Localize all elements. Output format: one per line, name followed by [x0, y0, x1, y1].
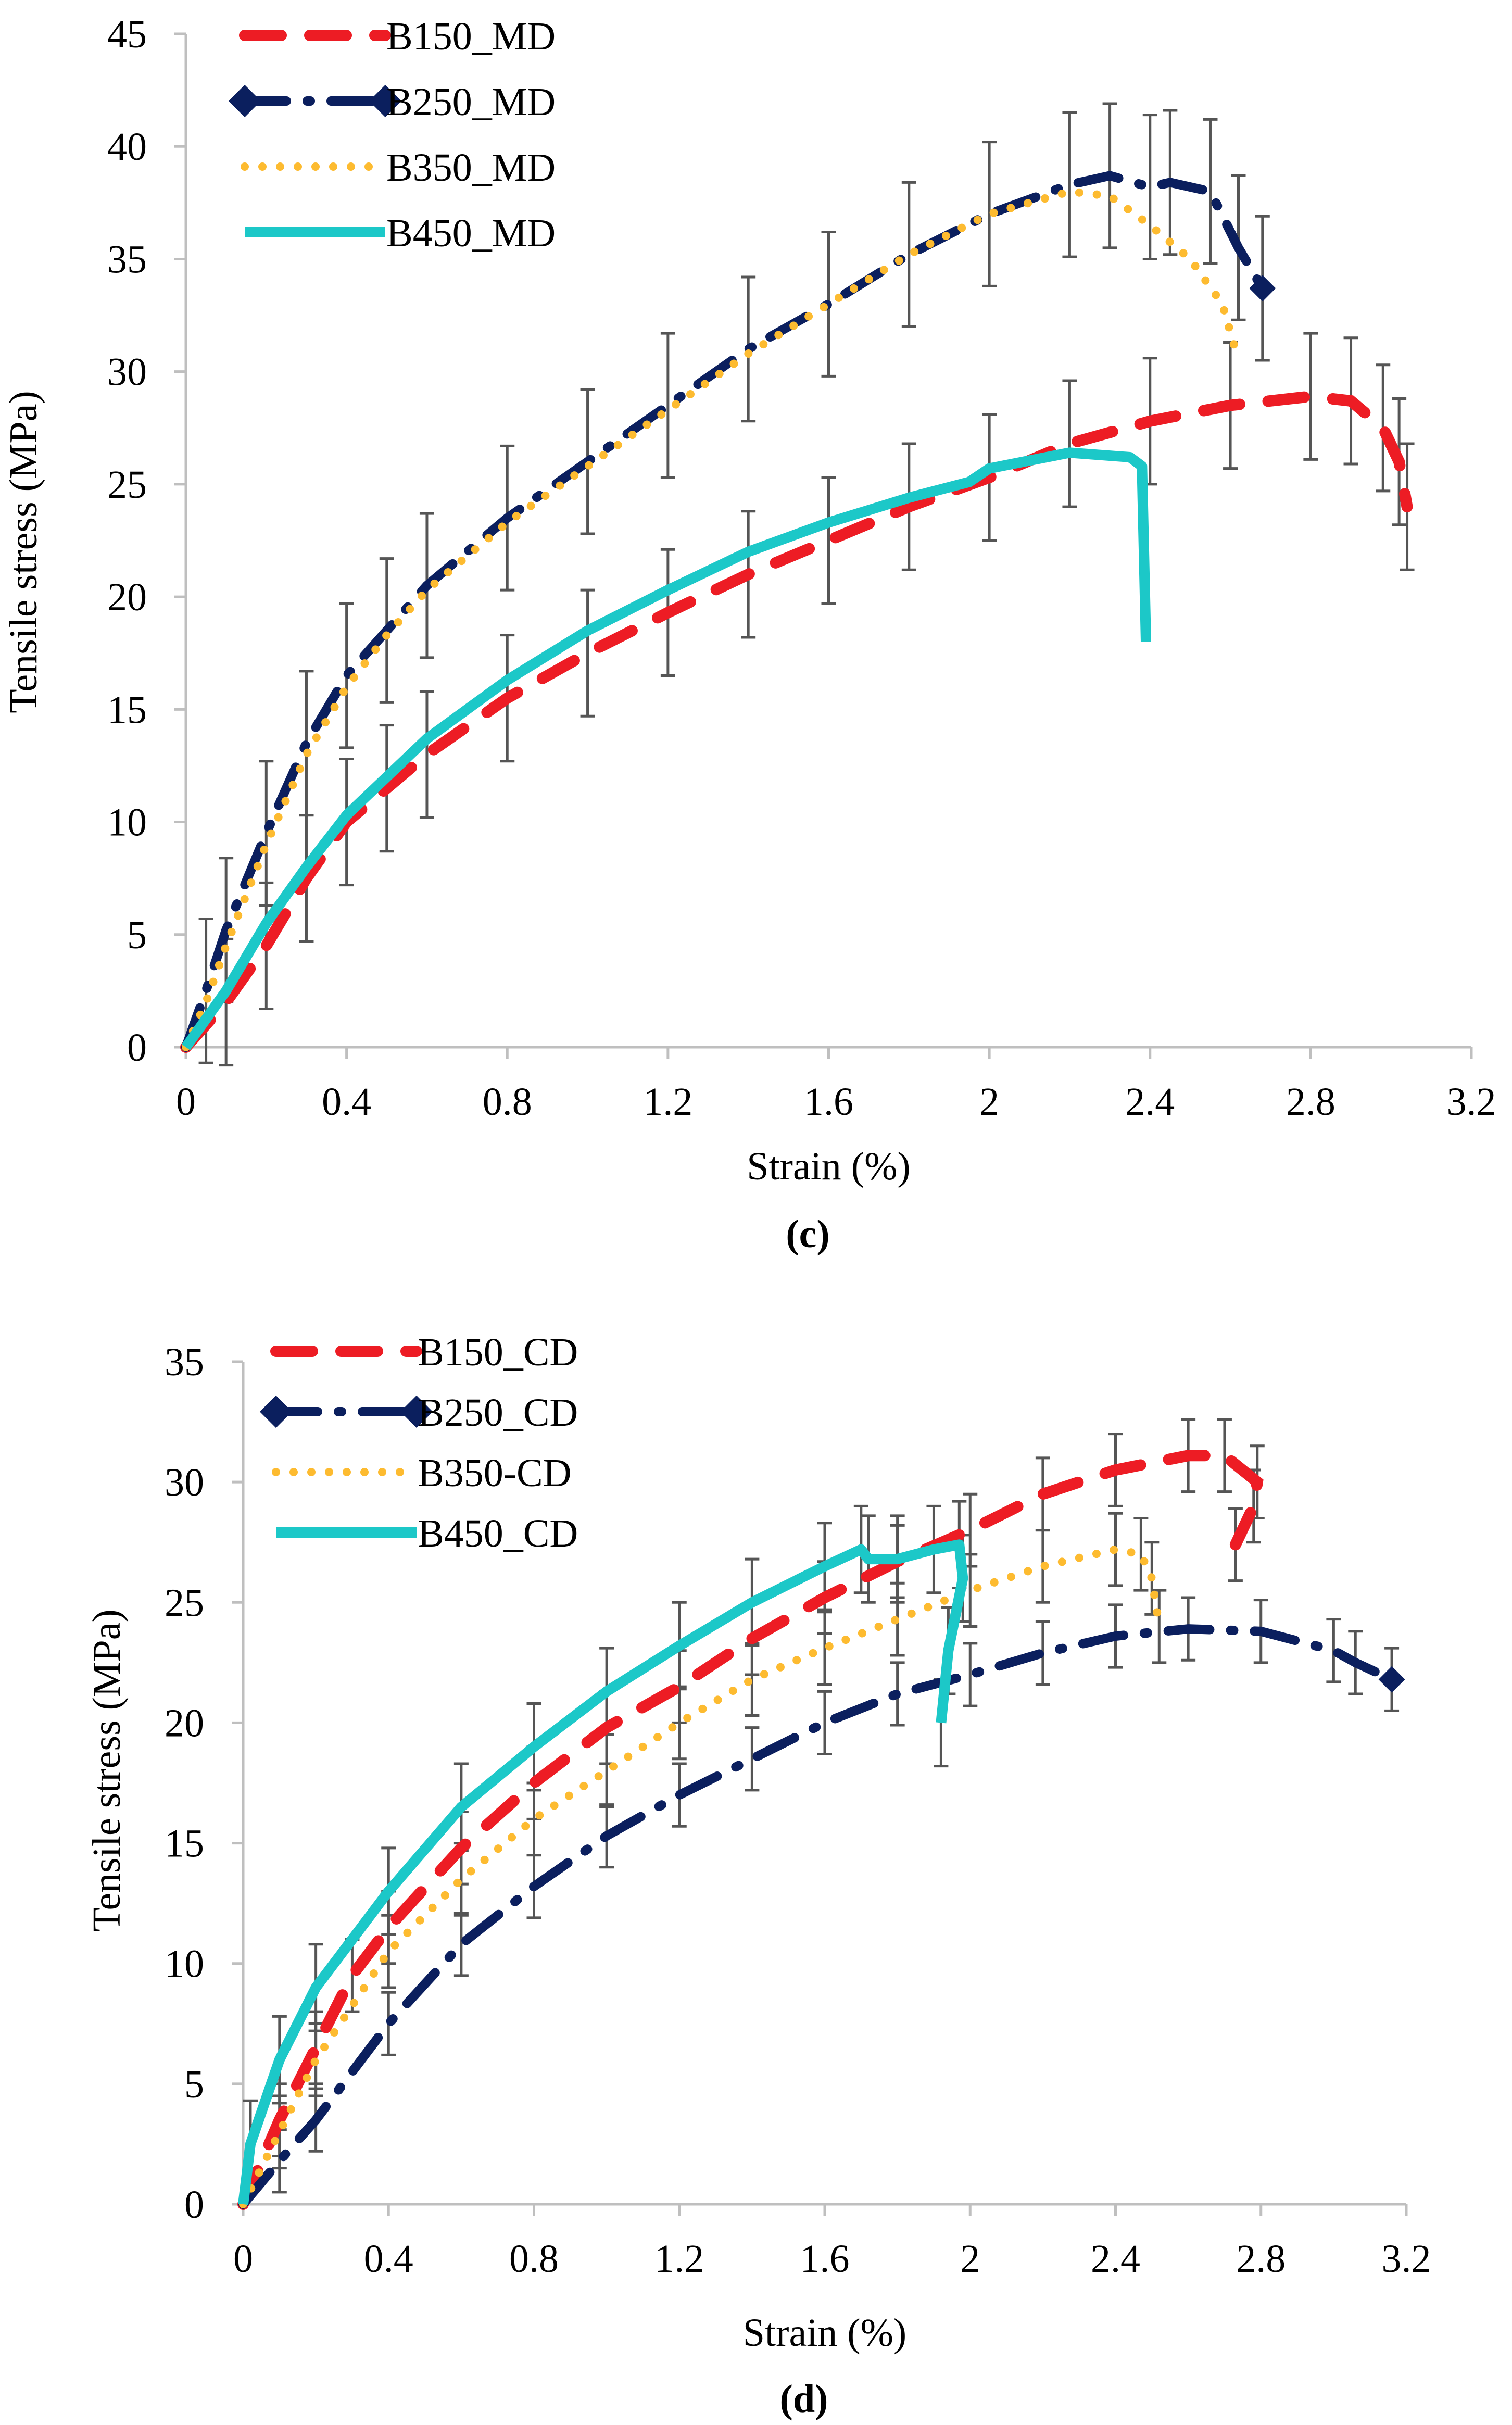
- y-tick-label: 0: [127, 1026, 147, 1070]
- y-tick-label: 30: [165, 1461, 204, 1504]
- y-tick-label: 15: [165, 1822, 204, 1866]
- x-tick-label: 0.8: [509, 2237, 559, 2281]
- series-line-b250: [181, 171, 1267, 1052]
- x-tick-label: 1.2: [643, 1080, 692, 1124]
- y-tick-label: 0: [184, 2183, 204, 2227]
- x-tick-label: 2: [960, 2237, 980, 2281]
- y-tick-label: 35: [107, 237, 147, 281]
- legend-label: B250_CD: [418, 1391, 578, 1435]
- x-tick-label: 2.8: [1286, 1080, 1335, 1124]
- y-tick-label: 10: [165, 1942, 204, 1986]
- y-tick-label: 35: [165, 1340, 204, 1384]
- x-tick-label: 1.2: [654, 2237, 704, 2281]
- y-tick-label: 30: [107, 350, 147, 394]
- legend-label: B450_CD: [418, 1512, 578, 1555]
- chart-d: 0 5 10 15 20 25 30 35 0 0.4 0.8 1.2 1.6 2 2.4 2.8 3.2 Ten…: [85, 1330, 1431, 2421]
- series-line-b350: [182, 187, 1243, 1051]
- diamond-marker-icon: [369, 84, 402, 118]
- y-tick-label: 20: [107, 575, 147, 619]
- x-tick-label: 0.4: [322, 1080, 371, 1124]
- chart-c: 0 5 10 15 20 25 30 35 40 45 0 0.4 0.8 1.2 1.6 2 2.4 2.8 3.…: [2, 12, 1496, 1256]
- legend-label: B250_MD: [386, 80, 556, 124]
- y-tick-label: 25: [165, 1581, 204, 1625]
- x-tick-label: 1.6: [800, 2237, 850, 2281]
- series-line-b450: [238, 1539, 968, 2205]
- x-tick-label: 3.2: [1382, 2237, 1431, 2281]
- legend-label: B150_CD: [418, 1330, 578, 1374]
- x-tick-label: 2: [979, 1080, 999, 1124]
- legend-label: B350-CD: [418, 1451, 572, 1495]
- x-axis-label: Strain (%): [747, 1145, 910, 1188]
- x-tick-label: 0.4: [364, 2237, 413, 2281]
- y-tick-label: 20: [165, 1701, 204, 1745]
- y-axis-label: Tensile stress (MPa): [85, 1609, 129, 1931]
- y-tick-label: 10: [107, 801, 147, 845]
- series-line-b150: [180, 391, 1413, 1053]
- y-tick-label: 5: [184, 2063, 204, 2106]
- x-tick-label: 2.8: [1236, 2237, 1286, 2281]
- panel-label: (c): [786, 1212, 829, 1256]
- x-tick-label: 2.4: [1125, 1080, 1175, 1124]
- x-tick-label: 0.8: [483, 1080, 532, 1124]
- x-tick-label: 0: [233, 2237, 253, 2281]
- legend-label: B150_MD: [386, 15, 556, 58]
- y-tick-label: 25: [107, 463, 147, 507]
- diamond-marker-icon: [259, 1395, 293, 1428]
- series-end-marker: [1378, 1666, 1405, 1693]
- series-line-b350: [239, 1545, 1164, 2208]
- x-tick-label: 3.2: [1447, 1080, 1496, 1124]
- series-line-b250: [238, 1624, 1397, 2209]
- panel-label: (d): [780, 2377, 828, 2421]
- x-tick-label: 0: [176, 1080, 196, 1124]
- y-tick-label: 5: [127, 913, 147, 957]
- legend-label: B450_MD: [386, 211, 556, 255]
- y-tick-label: 45: [107, 12, 147, 56]
- diamond-marker-icon: [228, 84, 261, 118]
- x-tick-label: 2.4: [1091, 2237, 1140, 2281]
- series-line-b150: [237, 1450, 1264, 2210]
- diamond-marker-icon: [400, 1395, 433, 1428]
- legend-label: B350_MD: [386, 146, 556, 190]
- x-tick-label: 1.6: [804, 1080, 853, 1124]
- y-axis-label: Tensile stress (MPa): [2, 391, 45, 713]
- x-axis-label: Strain (%): [743, 2311, 906, 2355]
- y-tick-label: 15: [107, 688, 147, 732]
- y-tick-label: 40: [107, 125, 147, 169]
- series-line-b450: [181, 447, 1151, 1050]
